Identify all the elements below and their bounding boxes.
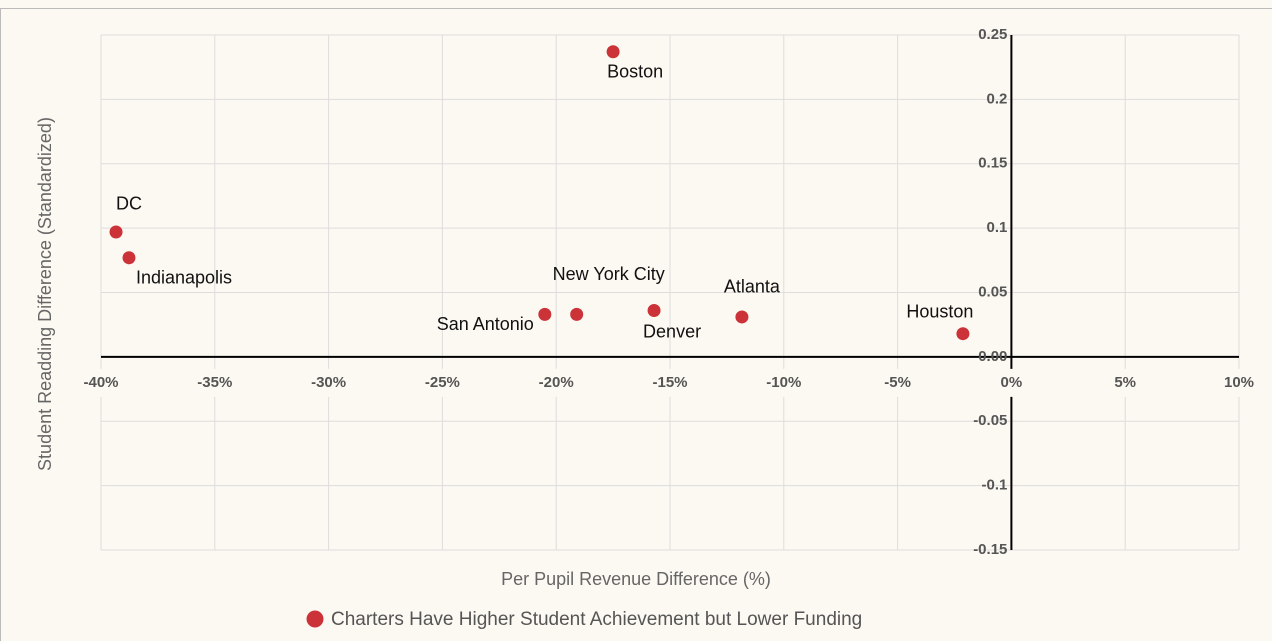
y-tick-label: 0.00 [978, 348, 1007, 365]
point [735, 310, 749, 324]
y-axis-title: Student Readding Difference (Standardize… [35, 117, 55, 471]
point [606, 45, 620, 59]
point-label: Indianapolis [136, 267, 232, 287]
point-label: San Antonio [437, 314, 534, 334]
point [570, 307, 584, 321]
y-tick-label: -0.05 [973, 412, 1007, 429]
point-label: Atlanta [724, 277, 781, 297]
x-label-band [81, 368, 1259, 397]
point [647, 304, 661, 318]
y-tick-label: -0.1 [982, 477, 1008, 494]
x-tick-label: 10% [1224, 374, 1254, 391]
x-tick-label: -35% [197, 374, 232, 391]
point [956, 327, 970, 341]
point-label: DC [116, 194, 142, 214]
y-tick-label: 0.05 [978, 283, 1007, 300]
x-tick-label: -10% [766, 374, 801, 391]
y-tick-label: 0.1 [987, 219, 1008, 236]
x-tick-label: -15% [652, 374, 687, 391]
point-label: Denver [643, 321, 701, 341]
x-tick-label: -20% [539, 374, 574, 391]
legend-label: Charters Have Higher Student Achievement… [331, 609, 862, 630]
x-tick-label: -5% [884, 374, 911, 391]
point-label: Boston [607, 61, 663, 81]
x-tick-label: -25% [425, 374, 460, 391]
y-tick-label: 0.25 [978, 26, 1007, 43]
point [109, 225, 123, 239]
point-label: New York City [553, 264, 665, 284]
y-tick-label: 0.2 [987, 90, 1008, 107]
legend-marker [306, 610, 324, 628]
point-label: Houston [906, 301, 973, 321]
x-tick-label: -40% [83, 374, 118, 391]
y-tick-label: 0.15 [978, 155, 1007, 172]
x-tick-label: -30% [311, 374, 346, 391]
point [538, 307, 552, 321]
y-tick-label: -0.15 [973, 541, 1007, 558]
frame [0, 8, 1272, 641]
x-axis-title: Per Pupil Revenue Difference (%) [501, 569, 771, 589]
x-tick-label: 0% [1001, 374, 1023, 391]
point [122, 251, 136, 265]
x-tick-label: 5% [1114, 374, 1136, 391]
